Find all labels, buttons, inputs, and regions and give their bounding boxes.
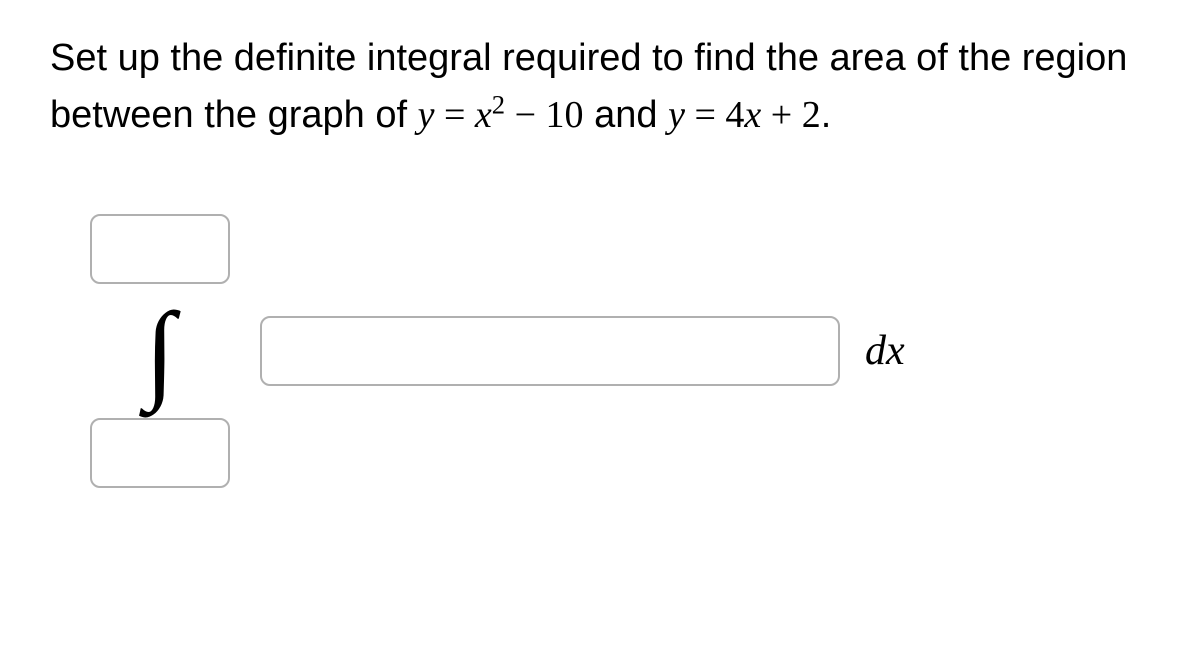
- eq2-var: x: [744, 94, 761, 136]
- eq1-const: 10: [546, 94, 584, 136]
- eq2-const: 2: [802, 94, 821, 136]
- lower-limit-input[interactable]: [90, 418, 230, 488]
- eq1-x: x: [475, 94, 492, 136]
- eq2-equals: =: [685, 94, 725, 136]
- integral-symbol: ∫: [137, 296, 183, 406]
- question-text-2: and: [584, 94, 669, 136]
- question-prompt: Set up the definite integral required to…: [50, 30, 1150, 144]
- eq1-equals: =: [434, 94, 474, 136]
- eq1-lhs: y: [418, 94, 435, 136]
- eq1-minus: −: [505, 94, 545, 136]
- differential-dx: dx: [865, 327, 905, 375]
- eq2-plus: +: [761, 94, 801, 136]
- upper-limit-input[interactable]: [90, 214, 230, 284]
- integrand-input[interactable]: [260, 316, 840, 386]
- eq2-lhs: y: [668, 94, 685, 136]
- integral-expression: ∫ dx: [90, 214, 1150, 488]
- eq1-exponent: 2: [492, 89, 505, 119]
- integral-limits-column: ∫: [90, 214, 230, 488]
- question-period: .: [821, 94, 832, 136]
- eq2-coef: 4: [725, 94, 744, 136]
